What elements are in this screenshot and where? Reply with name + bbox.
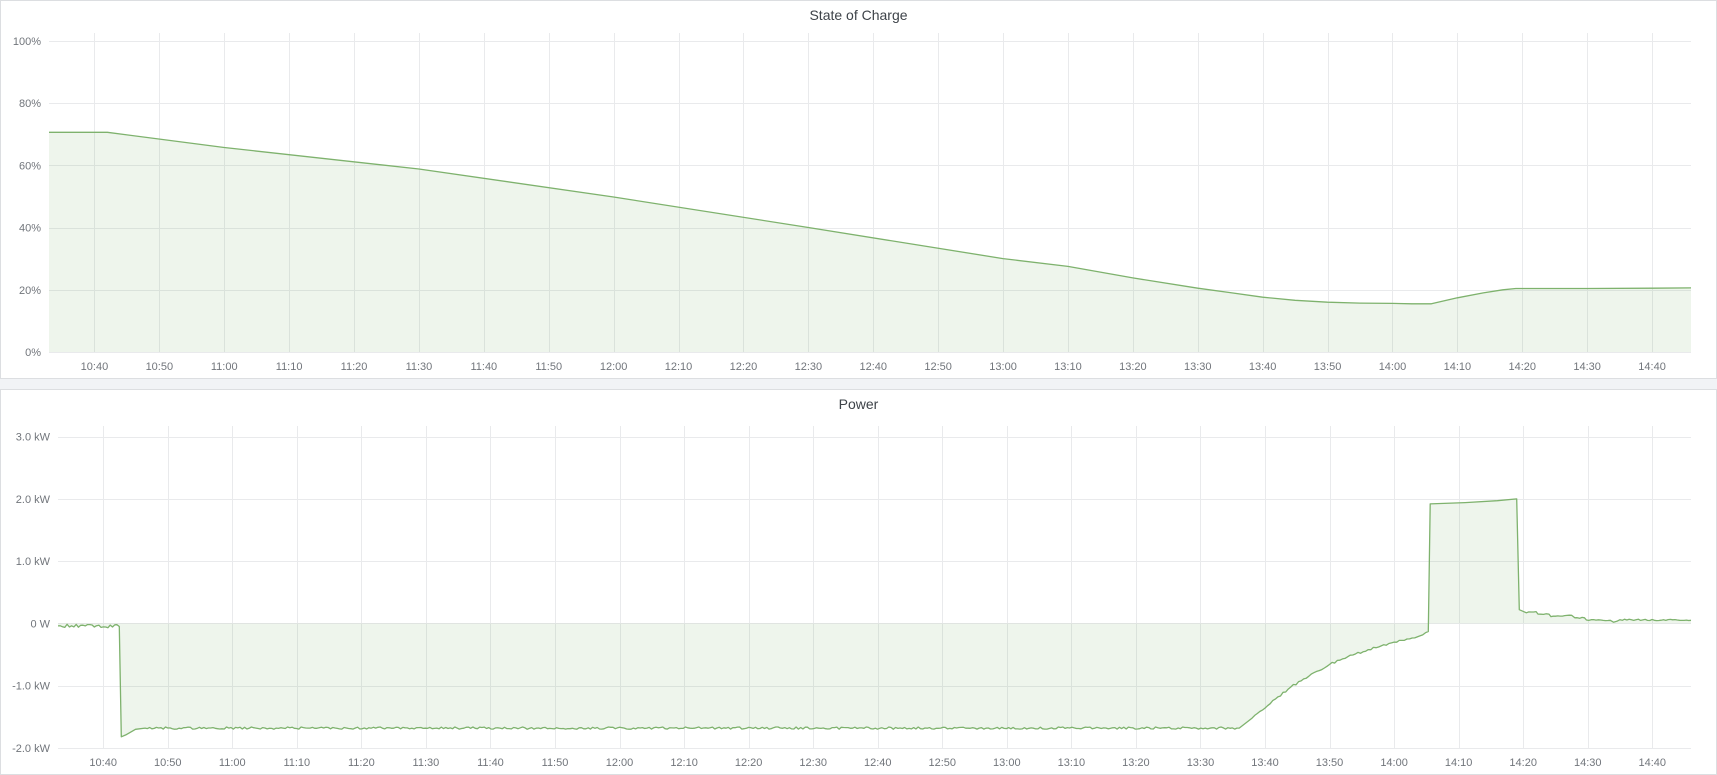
x-tick-label: 14:40: [1639, 757, 1667, 769]
x-tick-label: 11:40: [470, 361, 497, 373]
x-tick-label: 14:00: [1380, 757, 1408, 769]
panel-state-of-charge: State of Charge 0% 20% 40% 60% 80% 100% 10:40 1…: [0, 0, 1717, 379]
y-tick-label: 40%: [19, 223, 41, 235]
x-tick-label: 13:10: [1058, 757, 1086, 769]
y-tick-label: 20%: [19, 285, 41, 297]
y-tick-label: 3.0 kW: [16, 432, 51, 444]
x-tick-label: 11:50: [535, 361, 562, 373]
x-tick-label: 13:30: [1187, 757, 1215, 769]
x-tick-label: 13:10: [1054, 361, 1082, 373]
y-tick-label: 0 W: [30, 618, 50, 630]
x-tick-label: 12:10: [670, 757, 698, 769]
x-tick-label: 12:20: [735, 757, 763, 769]
series-line: [49, 131, 1692, 305]
x-tick-label: 12:30: [795, 361, 823, 373]
grid: [49, 33, 1691, 353]
y-tick-label: 80%: [19, 98, 41, 110]
x-tick-label: 14:20: [1509, 757, 1537, 769]
y-tick-label: 2.0 kW: [16, 494, 51, 506]
panel-title-power[interactable]: Power: [838, 396, 879, 412]
series-line: [57, 498, 1692, 738]
x-tick-label: 13:20: [1122, 757, 1150, 769]
y-axis-labels: 0% 20% 40% 60% 80% 100%: [13, 36, 41, 359]
x-tick-label: 11:10: [276, 361, 303, 373]
x-tick-label: 11:00: [219, 757, 246, 769]
x-tick-label: 14:10: [1445, 757, 1473, 769]
y-tick-label: 1.0 kW: [16, 556, 51, 568]
x-tick-label: 11:50: [542, 757, 569, 769]
x-tick-label: 12:50: [929, 757, 957, 769]
x-tick-label: 14:40: [1638, 361, 1666, 373]
x-tick-label: 14:30: [1573, 361, 1601, 373]
x-tick-label: 14:10: [1444, 361, 1472, 373]
x-tick-label: 12:20: [730, 361, 758, 373]
panel-power: Power -2.0 kW -1.0 kW 0 W 1.0 kW 2.0 kW 3.0 k…: [0, 389, 1717, 775]
power-chart[interactable]: -2.0 kW -1.0 kW 0 W 1.0 kW 2.0 kW 3.0 kW 10:40…: [1, 390, 1716, 774]
x-tick-label: 11:00: [211, 361, 238, 373]
series-area: [58, 498, 1691, 737]
x-tick-label: 13:50: [1316, 757, 1344, 769]
x-tick-label: 13:30: [1184, 361, 1212, 373]
x-tick-label: 12:40: [859, 361, 887, 373]
x-tick-label: 11:40: [477, 757, 504, 769]
x-tick-label: 11:20: [348, 757, 375, 769]
x-tick-label: 14:30: [1574, 757, 1602, 769]
x-tick-label: 14:20: [1508, 361, 1536, 373]
y-tick-label: -2.0 kW: [12, 743, 51, 755]
x-tick-label: 13:50: [1314, 361, 1342, 373]
x-tick-label: 12:00: [600, 361, 628, 373]
y-tick-label: 60%: [19, 160, 41, 172]
x-tick-label: 11:20: [341, 361, 368, 373]
x-tick-label: 14:00: [1379, 361, 1407, 373]
x-tick-label: 11:10: [283, 757, 310, 769]
x-tick-label: 12:50: [924, 361, 952, 373]
y-axis-labels: -2.0 kW -1.0 kW 0 W 1.0 kW 2.0 kW 3.0 kW: [12, 432, 51, 755]
x-tick-label: 11:30: [406, 361, 433, 373]
x-tick-label: 12:40: [864, 757, 892, 769]
x-tick-label: 12:30: [799, 757, 827, 769]
x-axis-labels: 10:40 10:50 11:00 11:10 11:20 11:30 11:40 11:50…: [89, 757, 1666, 769]
x-tick-label: 12:00: [606, 757, 634, 769]
grid: [58, 426, 1691, 749]
x-tick-label: 11:30: [413, 757, 440, 769]
series-area: [49, 132, 1691, 352]
x-tick-label: 13:00: [993, 757, 1021, 769]
x-tick-label: 13:40: [1251, 757, 1279, 769]
y-tick-label: 100%: [13, 36, 41, 48]
x-tick-label: 10:40: [89, 757, 117, 769]
soc-chart[interactable]: 0% 20% 40% 60% 80% 100% 10:40 10:50 11:00 11:10 11…: [1, 1, 1716, 378]
x-axis-labels: 10:40 10:50 11:00 11:10 11:20 11:30 11:40 11:50…: [81, 361, 1666, 373]
panel-title-state-of-charge[interactable]: State of Charge: [809, 7, 908, 23]
x-tick-label: 12:10: [665, 361, 693, 373]
x-tick-label: 10:40: [81, 361, 109, 373]
y-tick-label: 0%: [25, 347, 41, 359]
x-tick-label: 13:20: [1119, 361, 1147, 373]
x-tick-label: 13:40: [1249, 361, 1277, 373]
y-tick-label: -1.0 kW: [12, 681, 51, 693]
x-tick-label: 13:00: [989, 361, 1017, 373]
x-tick-label: 10:50: [154, 757, 182, 769]
x-tick-label: 10:50: [146, 361, 174, 373]
